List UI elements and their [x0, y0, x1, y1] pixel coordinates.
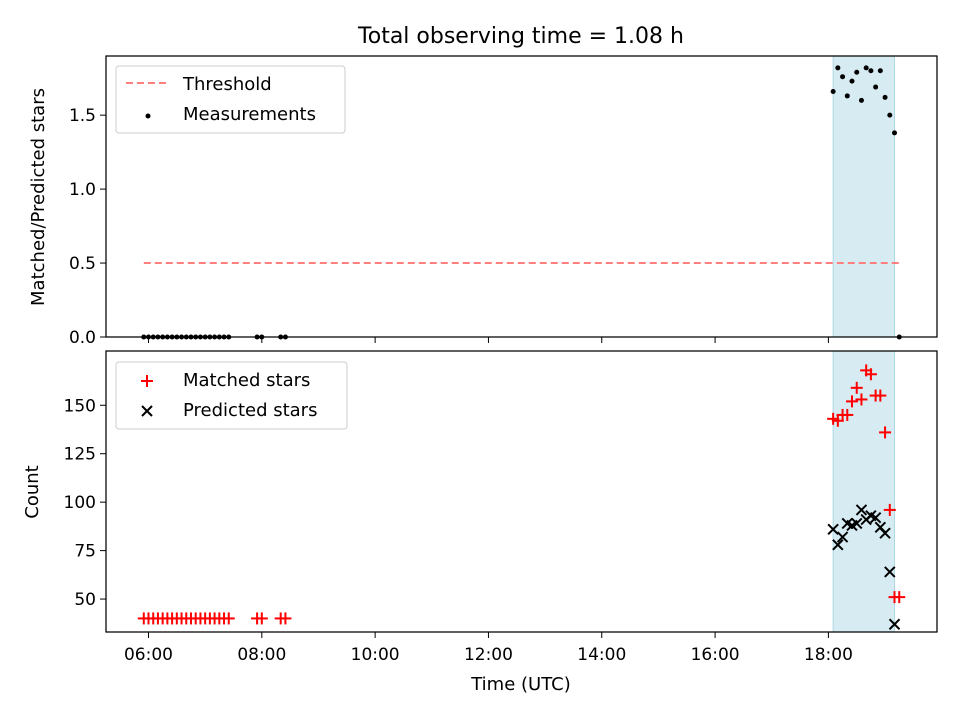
predicted-stars-point: [869, 511, 882, 524]
predicted-stars-point: [827, 523, 839, 535]
top-y-axis-label: Matched/Predicted stars: [28, 88, 49, 306]
matched-stars-point: [255, 612, 268, 625]
top-y-tick-label: 1.0: [69, 180, 96, 200]
bottom-panel: 50 75 100 125 150 06:00 08:00 10:00 12:00 14:00 1…: [22, 350, 938, 695]
legend-matched-swatch: [141, 375, 153, 387]
matched-stars-point: [879, 426, 892, 439]
top-x-ticks: [147, 337, 829, 343]
bottom-y-axis-label: Count: [22, 465, 43, 518]
predicted-stars-point: [888, 618, 901, 630]
bottom-y-tick-label: 125: [64, 445, 96, 465]
bottom-highlight-span: [832, 350, 896, 633]
matched-stars-point: [279, 612, 292, 625]
measurements-point: [892, 130, 898, 136]
bottom-legend: Matched stars Predicted stars: [115, 361, 348, 430]
measurements-point: [854, 69, 860, 75]
predicted-stars-point: [836, 531, 849, 543]
top-axes-frame: [105, 55, 938, 338]
bottom-y-tick-label: 50: [74, 590, 96, 610]
bottom-y-tick-label: 75: [74, 542, 96, 562]
measurements-point: [844, 93, 850, 99]
legend-measurements-swatch: [145, 113, 151, 119]
x-tick-label: 18:00: [804, 645, 853, 665]
matched-stars-point: [893, 591, 906, 604]
measurements-point: [863, 65, 869, 71]
x-tick-label: 12:00: [464, 645, 513, 665]
matched-stars-point: [855, 393, 868, 406]
bottom-axes-frame: [105, 350, 938, 633]
measurements-point: [882, 94, 888, 100]
top-legend: Threshold Measurements: [115, 65, 346, 134]
predicted-stars-point: [855, 504, 868, 516]
top-y-tick-label: 0.0: [69, 328, 96, 348]
matched-stars-point: [883, 503, 896, 516]
top-y-ticks: 0.0 0.5 1.0 1.5: [69, 106, 106, 348]
measurements-point: [877, 68, 883, 74]
measurements-point: [830, 88, 836, 94]
bottom-legend-box: [115, 361, 348, 430]
bottom-x-ticks: 06:00 08:00 10:00 12:00 14:00 16:00 18:00: [124, 632, 853, 665]
predicted-stars-point: [832, 539, 844, 551]
measurements-point: [868, 68, 874, 74]
bottom-y-tick-label: 150: [64, 396, 96, 416]
measurements-point: [840, 74, 846, 80]
bottom-highlight-layer: [832, 350, 896, 633]
x-tick-label: 14:00: [577, 645, 626, 665]
chart-title: Total observing time = 1.08 h: [357, 24, 684, 49]
x-tick-label: 10:00: [351, 645, 400, 665]
top-y-tick-label: 1.5: [69, 106, 96, 126]
predicted-stars-point: [851, 517, 863, 530]
matched-stars-point: [222, 612, 235, 625]
x-tick-label: 08:00: [237, 645, 286, 665]
top-legend-box: [115, 65, 346, 134]
top-marks-layer: [141, 65, 902, 340]
matched-stars-point: [874, 389, 887, 402]
matched-stars-point: [850, 381, 863, 394]
bottom-marks-layer: [137, 364, 906, 630]
x-axis-label: Time (UTC): [470, 674, 571, 695]
legend-matched-label: Matched stars: [183, 370, 310, 391]
matched-stars-point: [846, 395, 859, 408]
measurements-point: [887, 112, 893, 118]
measurements-point: [873, 84, 879, 90]
x-tick-label: 16:00: [691, 645, 740, 665]
measurements-point: [835, 65, 841, 71]
measurements-point: [849, 78, 855, 84]
predicted-stars-point: [879, 527, 891, 539]
bottom-y-ticks: 50 75 100 125 150: [64, 396, 106, 610]
measurements-point: [858, 97, 864, 103]
legend-predicted-swatch: [141, 405, 153, 417]
top-y-tick-label: 0.5: [69, 254, 96, 274]
x-tick-label: 06:00: [124, 645, 173, 665]
legend-threshold-label: Threshold: [182, 74, 272, 95]
top-panel: Total observing time = 1.08 h 0.0 0.5 1.0 1…: [28, 24, 938, 348]
matched-stars-point: [864, 368, 877, 381]
bottom-y-tick-label: 100: [64, 493, 96, 513]
legend-measurements-label: Measurements: [183, 104, 316, 125]
predicted-stars-point: [884, 566, 896, 578]
legend-predicted-label: Predicted stars: [183, 400, 317, 421]
matched-stars-point: [841, 408, 854, 421]
